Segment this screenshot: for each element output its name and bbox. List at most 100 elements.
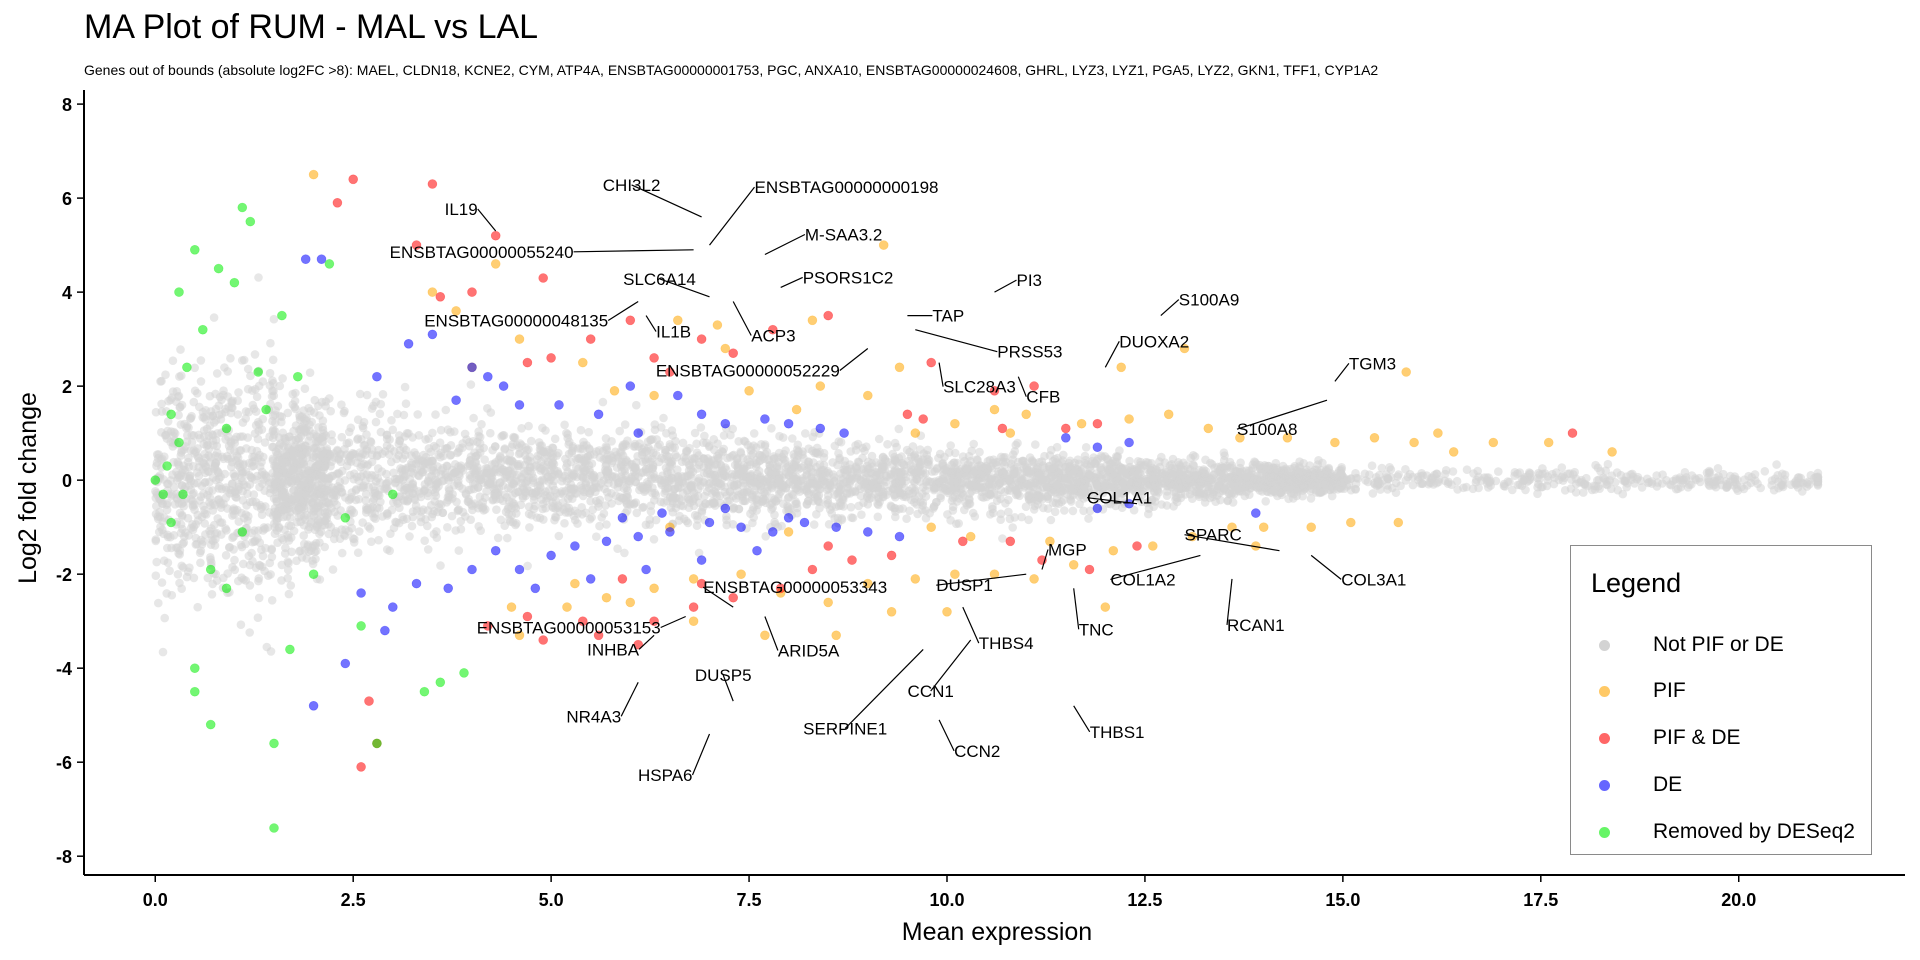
point-not-pif-or-de (756, 440, 766, 449)
point-not-pif-or-de (1245, 490, 1254, 500)
point-not-pif-or-de (327, 430, 336, 439)
point-not-pif-or-de (270, 529, 280, 538)
point-not-pif-or-de (254, 593, 264, 603)
point-not-pif-or-de (182, 572, 192, 582)
point-not-pif-or-de (953, 458, 962, 468)
point-not-pif-or-de (362, 390, 372, 400)
point-not-pif-or-de (989, 458, 998, 468)
point-not-pif-or-de (348, 534, 358, 543)
point-not-pif-or-de (443, 462, 452, 471)
point-not-pif-or-de (329, 534, 339, 544)
point-not-pif-or-de (1219, 448, 1229, 458)
point-not-pif-or-de (1351, 469, 1360, 478)
point-not-pif-or-de (1275, 488, 1285, 497)
point-not-pif-or-de (538, 504, 547, 514)
point-not-pif-or-de (734, 504, 744, 514)
point-not-pif-or-de (894, 424, 904, 434)
point-not-pif-or-de (1084, 514, 1093, 523)
point-not-pif-or-de (1035, 493, 1045, 503)
point-not-pif-or-de (385, 435, 394, 444)
point-not-pif-or-de (291, 404, 300, 414)
point-not-pif-or-de (1208, 492, 1217, 502)
point-not-pif-or-de (663, 467, 672, 476)
point-not-pif-or-de (156, 377, 165, 386)
point-not-pif-or-de (1570, 467, 1579, 477)
point-not-pif-or-de (490, 442, 500, 451)
point-not-pif-or-de (804, 444, 813, 454)
point-not-pif-or-de (709, 445, 719, 455)
chart-subtitle: Genes out of bounds (absolute log2FC >8)… (84, 62, 1379, 78)
point-not-pif-or-de (248, 556, 257, 566)
point-not-pif-or-de (270, 471, 280, 481)
point-not-pif-or-de (185, 414, 195, 424)
point-not-pif-or-de (1448, 467, 1458, 476)
point-not-pif-or-de (1113, 461, 1123, 470)
point-not-pif-or-de (482, 468, 492, 478)
point-not-pif-or-de (1571, 488, 1581, 497)
point-not-pif-or-de (203, 490, 212, 500)
point-not-pif-or-de (1066, 465, 1075, 475)
point-not-pif-or-de (311, 504, 321, 513)
point-not-pif-or-de (250, 526, 259, 535)
point-not-pif-or-de (1636, 476, 1645, 486)
point-not-pif-or-de (960, 505, 969, 515)
point-not-pif-or-de (1401, 465, 1410, 474)
point-not-pif-or-de (310, 395, 320, 405)
point-not-pif-or-de (399, 410, 409, 420)
point-not-pif-or-de (1813, 473, 1823, 482)
point-not-pif-or-de (250, 475, 260, 484)
point-not-pif-or-de (469, 484, 479, 494)
point-not-pif-or-de (944, 448, 954, 457)
point-not-pif-or-de (793, 440, 803, 450)
point-not-pif-or-de (406, 483, 415, 493)
point-not-pif-or-de (196, 377, 206, 386)
point-not-pif-or-de (286, 581, 296, 590)
point-not-pif-or-de (770, 510, 779, 520)
point-not-pif-or-de (201, 406, 210, 415)
point-not-pif-or-de (611, 491, 621, 501)
point-not-pif-or-de (632, 508, 642, 518)
point-not-pif-or-de (1092, 479, 1101, 489)
point-not-pif-or-de (305, 468, 314, 477)
point-not-pif-or-de (1393, 472, 1402, 481)
point-not-pif-or-de (812, 510, 821, 519)
point-not-pif-or-de (241, 414, 250, 423)
point-not-pif-or-de (1074, 491, 1084, 501)
point-not-pif-or-de (1599, 473, 1608, 483)
point-not-pif-or-de (842, 488, 852, 498)
point-not-pif-or-de (1613, 485, 1623, 495)
point-not-pif-or-de (647, 474, 656, 484)
background-gene-cloud (151, 273, 1823, 657)
point-not-pif-or-de (1052, 442, 1062, 452)
point-not-pif-or-de (910, 486, 920, 496)
point-not-pif-or-de (970, 512, 980, 521)
point-not-pif-or-de (1796, 473, 1805, 483)
point-not-pif-or-de (269, 314, 279, 324)
point-not-pif-or-de (300, 476, 310, 485)
point-not-pif-or-de (162, 434, 172, 443)
point-not-pif-or-de (414, 471, 424, 481)
point-not-pif-or-de (777, 521, 786, 531)
point-not-pif-or-de (423, 456, 432, 466)
point-not-pif-or-de (541, 491, 550, 500)
point-not-pif-or-de (223, 367, 232, 376)
point-not-pif-or-de (803, 496, 813, 506)
point-not-pif-or-de (778, 433, 788, 442)
point-not-pif-or-de (353, 435, 362, 444)
point-not-pif-or-de (1185, 465, 1195, 474)
point-not-pif-or-de (1186, 453, 1195, 463)
point-not-pif-or-de (650, 420, 660, 429)
point-not-pif-or-de (443, 472, 453, 482)
point-not-pif-or-de (632, 400, 641, 410)
point-not-pif-or-de (1248, 460, 1258, 469)
point-not-pif-or-de (253, 613, 263, 622)
point-not-pif-or-de (267, 544, 277, 554)
point-not-pif-or-de (917, 505, 927, 515)
point-not-pif-or-de (299, 504, 309, 514)
point-not-pif-or-de (811, 481, 821, 491)
point-not-pif-or-de (327, 436, 337, 446)
point-not-pif-or-de (401, 399, 411, 409)
point-not-pif-or-de (1622, 472, 1631, 482)
point-not-pif-or-de (573, 519, 582, 528)
point-not-pif-or-de (998, 534, 1007, 543)
